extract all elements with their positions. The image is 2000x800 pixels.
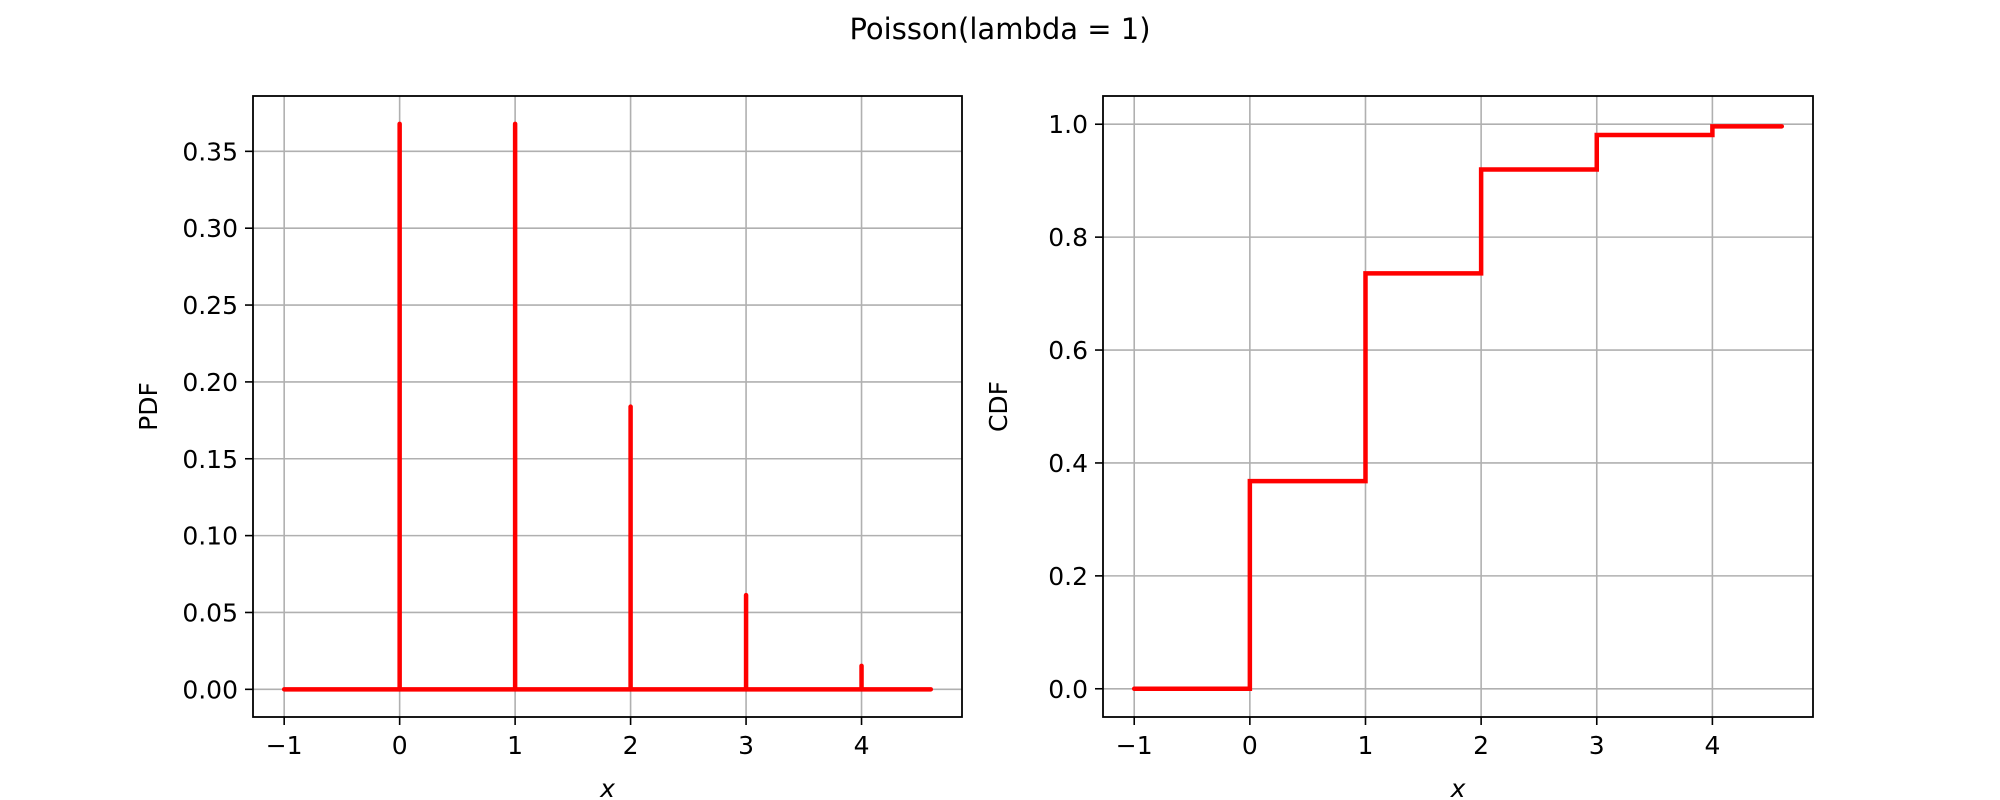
pdf-ytick-label-7: 0.35 — [182, 137, 238, 166]
cdf-xlabel: x — [1450, 774, 1466, 800]
cdf-xtick-label-3: 2 — [1473, 731, 1489, 760]
pdf-xlabel: x — [599, 774, 615, 800]
pdf-ylabel: PDF — [134, 382, 163, 431]
cdf-ytick-label-1: 0.2 — [1048, 562, 1088, 591]
cdf-xtick-label-2: 1 — [1358, 731, 1374, 760]
cdf-data — [1131, 124, 1785, 692]
pdf-ytick-label-3: 0.15 — [182, 445, 238, 474]
pdf-axes-frame — [252, 95, 963, 718]
pdf-ytick-label-0: 0.00 — [182, 675, 238, 704]
pdf-xtick-label-0: −1 — [266, 731, 303, 760]
pdf-ytick-label-4: 0.20 — [182, 368, 238, 397]
cdf-xtick-label-4: 3 — [1589, 731, 1605, 760]
pdf-xtick-label-2: 1 — [507, 731, 523, 760]
cdf-ylabel: CDF — [984, 381, 1013, 432]
pdf-ytick-label-1: 0.05 — [182, 598, 238, 627]
cdf-axes-frame — [1102, 95, 1814, 718]
pdf-ytick-label-5: 0.25 — [182, 291, 238, 320]
cdf-ytick-label-2: 0.4 — [1048, 449, 1088, 478]
cdf-xtick-label-5: 4 — [1704, 731, 1720, 760]
cdf-ytick-label-3: 0.6 — [1048, 336, 1088, 365]
cdf-subplot: −1 0 1 2 3 4 0.0 0.2 0.4 0.6 0.8 1.0 x CDF — [984, 95, 1814, 800]
pdf-ytick-label-6: 0.30 — [182, 214, 238, 243]
pdf-data — [281, 121, 934, 692]
cdf-ytick-label-0: 0.0 — [1048, 675, 1088, 704]
pdf-xtick-label-1: 0 — [392, 731, 408, 760]
pdf-xtick-label-5: 4 — [854, 731, 870, 760]
cdf-ytick-label-4: 0.8 — [1048, 223, 1088, 252]
pdf-xtick-label-4: 3 — [738, 731, 754, 760]
figure-title: Poisson(lambda = 1) — [849, 12, 1150, 46]
cdf-step-line — [1131, 124, 1785, 692]
cdf-xtick-label-0: −1 — [1116, 731, 1153, 760]
cdf-ytick-label-5: 1.0 — [1048, 110, 1088, 139]
pdf-ytick-label-2: 0.10 — [182, 522, 238, 551]
cdf-xtick-label-1: 0 — [1242, 731, 1258, 760]
pdf-subplot: −1 0 1 2 3 4 0.00 0.05 0.10 0.15 0.20 0.25 0.30 0.35 x… — [134, 95, 963, 800]
pdf-xtick-label-3: 2 — [623, 731, 639, 760]
